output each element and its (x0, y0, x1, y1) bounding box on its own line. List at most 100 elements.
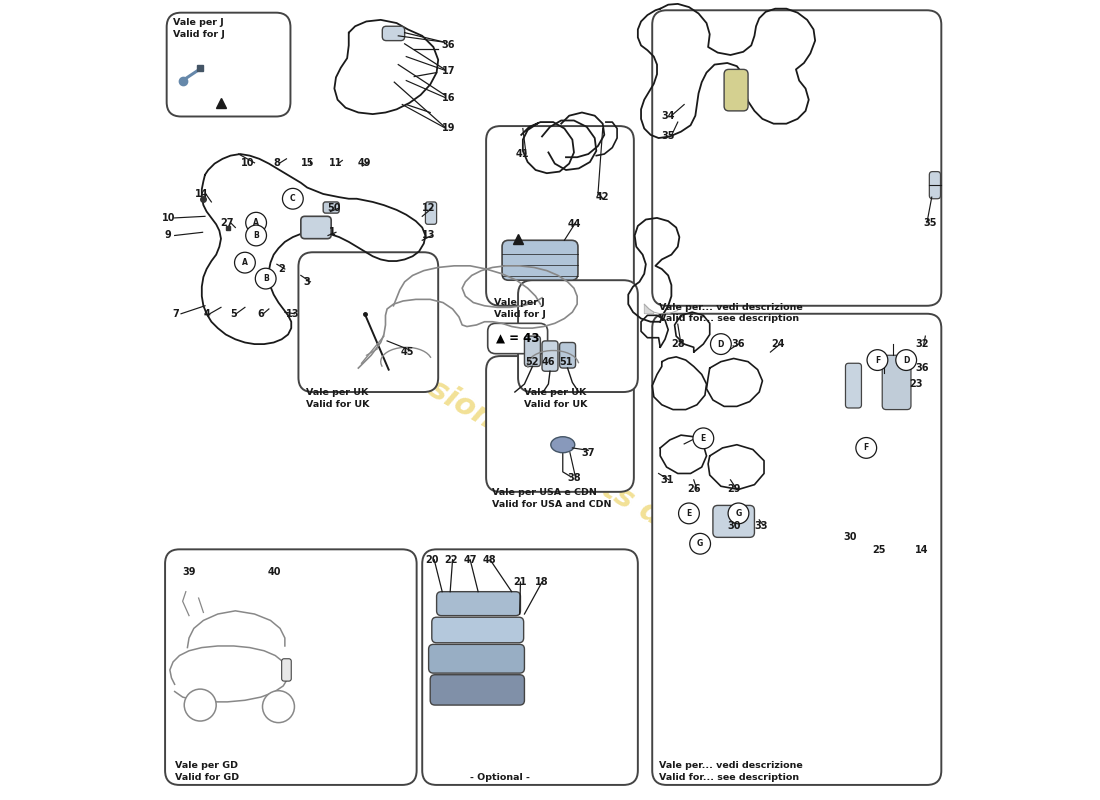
Text: 5: 5 (230, 309, 238, 318)
Text: 34: 34 (661, 111, 675, 122)
Circle shape (856, 438, 877, 458)
Circle shape (234, 252, 255, 273)
FancyBboxPatch shape (724, 70, 748, 111)
FancyBboxPatch shape (432, 618, 524, 642)
Text: 41: 41 (516, 149, 529, 159)
FancyBboxPatch shape (429, 644, 525, 673)
Text: 51: 51 (559, 357, 573, 366)
Text: 42: 42 (595, 192, 608, 202)
Text: E: E (686, 509, 692, 518)
Text: 38: 38 (568, 474, 581, 483)
Circle shape (679, 503, 700, 524)
Text: 27: 27 (221, 218, 234, 228)
Text: F: F (874, 355, 880, 365)
Text: 24: 24 (772, 339, 785, 349)
FancyBboxPatch shape (486, 356, 634, 492)
Text: C: C (290, 194, 296, 203)
FancyBboxPatch shape (652, 314, 942, 785)
Text: 3: 3 (304, 277, 310, 287)
Text: 39: 39 (183, 566, 196, 577)
Text: Vale per J
Valid for J: Vale per J Valid for J (494, 298, 546, 318)
Text: 6: 6 (257, 309, 264, 318)
Circle shape (895, 350, 916, 370)
Text: Vale per GD
Valid for GD: Vale per GD Valid for GD (175, 761, 239, 782)
Text: 1: 1 (329, 227, 337, 238)
FancyBboxPatch shape (882, 355, 911, 410)
Text: 19: 19 (442, 123, 455, 134)
Text: 47: 47 (463, 554, 477, 565)
Text: G: G (697, 539, 703, 548)
Text: 26: 26 (688, 485, 701, 494)
Text: 21: 21 (513, 577, 527, 587)
FancyBboxPatch shape (383, 26, 405, 41)
Text: 31: 31 (661, 475, 674, 485)
Text: 23: 23 (909, 379, 923, 389)
Text: 25: 25 (872, 545, 886, 555)
Text: 33: 33 (755, 521, 768, 531)
Text: 46: 46 (541, 357, 556, 366)
Text: 10: 10 (241, 158, 255, 168)
Ellipse shape (551, 437, 575, 453)
Text: D: D (903, 355, 910, 365)
FancyBboxPatch shape (426, 202, 437, 224)
Text: 12: 12 (422, 203, 436, 214)
Text: - Optional -: - Optional - (470, 773, 530, 782)
Text: 14: 14 (195, 189, 209, 199)
Text: a passion for parts diagrams: a passion for parts diagrams (344, 327, 788, 600)
FancyBboxPatch shape (282, 658, 292, 681)
Text: 30: 30 (844, 532, 857, 542)
Text: 7: 7 (173, 309, 179, 318)
Text: 49: 49 (358, 158, 372, 168)
Text: Vale per... vedi descrizione
Valid for... see description: Vale per... vedi descrizione Valid for..… (659, 761, 802, 782)
Text: 45: 45 (402, 347, 415, 357)
FancyBboxPatch shape (430, 674, 525, 705)
FancyBboxPatch shape (165, 550, 417, 785)
Polygon shape (645, 304, 653, 314)
Text: 20: 20 (425, 554, 439, 565)
Text: 35: 35 (923, 218, 937, 228)
Text: 50: 50 (328, 203, 341, 214)
Text: Vale per USA e CDN
Valid for USA and CDN: Vale per USA e CDN Valid for USA and CDN (493, 488, 612, 509)
FancyBboxPatch shape (846, 363, 861, 408)
FancyBboxPatch shape (525, 336, 540, 366)
Text: 36: 36 (915, 363, 928, 373)
Text: B: B (263, 274, 268, 283)
Text: 28: 28 (671, 339, 684, 349)
Text: 13: 13 (286, 309, 299, 318)
Circle shape (245, 212, 266, 233)
FancyBboxPatch shape (437, 592, 520, 616)
Text: Vale per UK
Valid for UK: Vale per UK Valid for UK (525, 388, 587, 409)
FancyBboxPatch shape (930, 171, 940, 198)
FancyBboxPatch shape (167, 13, 290, 117)
FancyBboxPatch shape (502, 240, 578, 280)
Text: 44: 44 (568, 219, 581, 230)
Text: 29: 29 (727, 485, 740, 494)
Circle shape (711, 334, 732, 354)
Text: G: G (735, 509, 741, 518)
Text: 35: 35 (661, 131, 675, 142)
Text: 30: 30 (727, 521, 740, 531)
FancyBboxPatch shape (518, 280, 638, 392)
Text: 4: 4 (204, 309, 210, 318)
Text: D: D (717, 339, 724, 349)
Circle shape (245, 225, 266, 246)
Text: 36: 36 (732, 339, 745, 349)
Circle shape (693, 428, 714, 449)
Text: 14: 14 (915, 545, 928, 555)
Text: 36: 36 (442, 40, 455, 50)
Text: Vale per UK
Valid for UK: Vale per UK Valid for UK (307, 388, 370, 409)
FancyBboxPatch shape (487, 323, 548, 354)
Text: 2: 2 (278, 264, 285, 274)
Circle shape (255, 268, 276, 289)
FancyBboxPatch shape (300, 216, 331, 238)
Circle shape (867, 350, 888, 370)
FancyBboxPatch shape (298, 252, 438, 392)
Circle shape (283, 188, 304, 209)
Text: 37: 37 (582, 448, 595, 458)
FancyBboxPatch shape (560, 342, 575, 368)
Text: 16: 16 (442, 93, 455, 103)
Text: 17: 17 (442, 66, 455, 76)
FancyBboxPatch shape (713, 506, 755, 538)
Text: 22: 22 (444, 554, 458, 565)
Text: 11: 11 (329, 158, 343, 168)
